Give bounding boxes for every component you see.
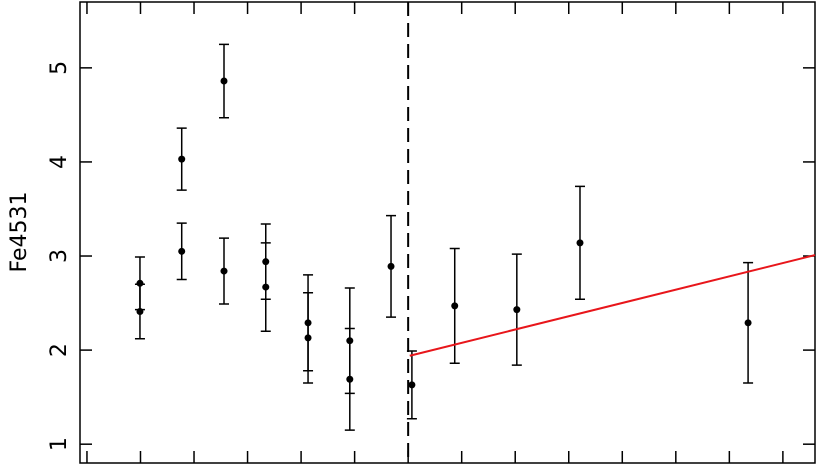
data-point bbox=[387, 262, 395, 270]
data-point bbox=[304, 334, 312, 342]
data-point bbox=[346, 375, 354, 383]
y-axis-label: Fe4531 bbox=[7, 192, 32, 273]
y-tick-label: 2 bbox=[47, 343, 72, 357]
data-point bbox=[136, 308, 144, 316]
y-tick-label: 4 bbox=[47, 155, 72, 169]
y-tick-label: 5 bbox=[47, 61, 72, 75]
data-point bbox=[220, 77, 228, 85]
data-point bbox=[513, 306, 521, 314]
y-tick-label: 1 bbox=[47, 437, 72, 451]
data-point bbox=[220, 267, 228, 275]
y-tick-label: 3 bbox=[47, 249, 72, 263]
data-point bbox=[178, 247, 186, 255]
data-point bbox=[744, 319, 752, 327]
plot-frame bbox=[79, 1, 816, 464]
fit-line bbox=[409, 254, 816, 357]
data-point bbox=[262, 283, 270, 291]
data-point bbox=[451, 302, 459, 310]
data-point bbox=[576, 239, 584, 247]
data-point bbox=[408, 381, 416, 389]
data-point bbox=[136, 279, 144, 287]
data-point bbox=[178, 155, 186, 163]
